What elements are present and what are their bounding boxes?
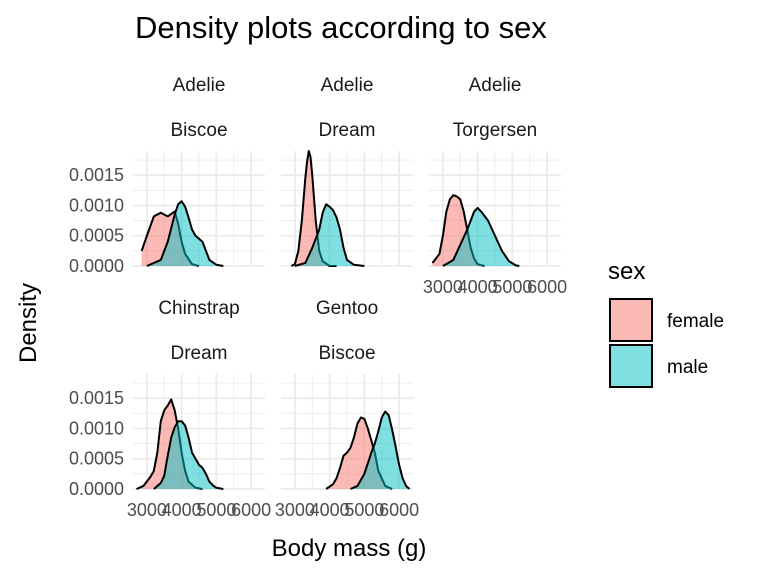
density-line-male [294, 203, 365, 267]
strip-label-island: Dream [318, 120, 375, 141]
density-area-male [442, 207, 520, 266]
strip-label-species: Chinstrap [158, 298, 239, 319]
x-tick-label: 5000 [492, 277, 532, 297]
x-tick-label: 6000 [379, 500, 419, 520]
density-area-male [350, 411, 410, 489]
density-area-female [432, 195, 485, 266]
y-tick-label: 0.0015 [69, 388, 124, 408]
strip-label-island: Dream [170, 343, 227, 364]
facet-panel: Adelie Biscoe 0.0000 0.0005 0.0010 0.0015 [69, 75, 265, 276]
x-tick-label: 6000 [527, 277, 567, 297]
legend: sex female male [608, 258, 724, 388]
x-tick-label: 3000 [423, 277, 463, 297]
density-area-male [294, 204, 365, 266]
legend-key-male [609, 344, 653, 388]
strip-label-species: Gentoo [316, 298, 378, 319]
strip-label-island: Biscoe [170, 120, 227, 141]
x-tick-label: 5000 [344, 500, 384, 520]
legend-key-female [609, 298, 653, 342]
strip-label-island: Torgersen [453, 120, 538, 141]
facet-panel: Chinstrap Dream 0.0000 0.0005 0.0010 0.0015 30… [69, 298, 271, 520]
x-tick-label: 4000 [458, 277, 498, 297]
density-line-male [146, 200, 224, 267]
facet-panels: AdelieBiscoe0.00000.00050.00100.0015Adel… [69, 75, 567, 520]
y-tick-label: 0.0010 [69, 418, 124, 438]
x-tick-label: 3000 [275, 500, 315, 520]
legend-label-female: female [667, 311, 724, 332]
y-tick-label: 0.0000 [69, 256, 124, 276]
density-line-male [442, 206, 520, 267]
chart-title: Density plots according to sex [135, 10, 547, 45]
y-tick-label: 0.0005 [69, 226, 124, 246]
strip-label-species: Adelie [469, 75, 522, 96]
y-tick-label: 0.0000 [69, 479, 124, 499]
density-line-male [153, 420, 224, 490]
facet-panel: Adelie Dream [281, 75, 413, 267]
density-line-male [350, 410, 411, 490]
density-area-male [146, 201, 224, 266]
y-tick-label: 0.0010 [69, 195, 124, 215]
y-tick-label: 0.0005 [69, 449, 124, 469]
x-axis-title: Body mass (g) [272, 535, 427, 562]
x-tick-label: 5000 [196, 500, 236, 520]
x-tick-label: 4000 [310, 500, 350, 520]
legend-title: sex [608, 258, 645, 285]
y-axis-title: Density [15, 283, 42, 363]
strip-label-species: Adelie [321, 75, 374, 96]
x-tick-label: 3000 [127, 500, 167, 520]
y-tick-label: 0.0015 [69, 165, 124, 185]
legend-label-male: male [667, 357, 708, 378]
strip-label-island: Biscoe [318, 343, 375, 364]
x-tick-label: 6000 [231, 500, 271, 520]
strip-label-species: Adelie [173, 75, 226, 96]
x-tick-label: 4000 [162, 500, 202, 520]
